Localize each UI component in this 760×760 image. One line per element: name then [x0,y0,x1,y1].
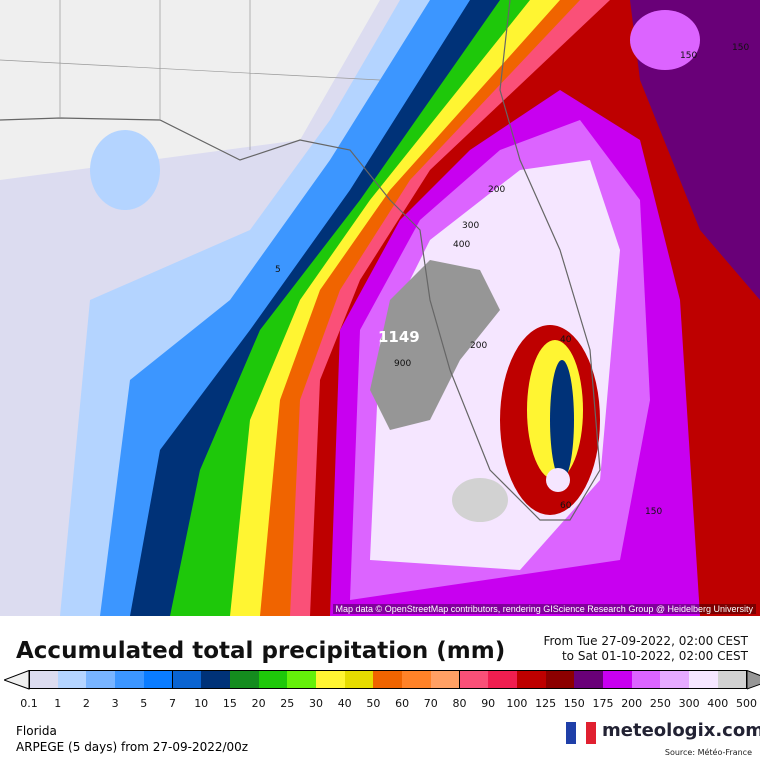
scale-tick-label: 70 [423,697,438,710]
color-scale [4,670,760,690]
color-swatch [316,670,346,689]
color-swatch [689,670,719,689]
svg-text:150: 150 [645,507,662,517]
color-swatch [488,670,518,689]
color-swatch [373,670,404,689]
color-swatch [201,670,231,689]
scale-tick-label: 50 [366,697,381,710]
color-swatch [229,670,260,689]
color-swatch [287,670,317,689]
scale-tick-label: 60 [395,697,410,710]
period: From Tue 27-09-2022, 02:00 CEST to Sat 0… [543,634,748,664]
scale-tick-label: 7 [169,697,176,710]
period-from: From Tue 27-09-2022, 02:00 CEST [543,634,748,648]
map-attribution: Map data © OpenStreetMap contributors, r… [332,604,756,614]
data-source: Source: Météo-France [664,748,752,757]
scale-tick-label: 400 [707,697,729,710]
scale-tick-label: 15 [222,697,237,710]
above-range-arrow [746,670,760,690]
svg-text:5: 5 [275,265,281,275]
scale-tick-label: 80 [452,697,467,710]
color-swatch [258,670,289,689]
period-to: to Sat 01-10-2022, 02:00 CEST [561,649,748,663]
precipitation-map[interactable]: 5 200 300 400 1149 900 200 40 60 150 150… [0,0,760,616]
scale-tick-label: 30 [309,697,323,710]
scale-tick-label: 40 [337,697,352,710]
svg-text:300: 300 [462,221,479,231]
color-swatch [57,670,88,689]
svg-text:200: 200 [488,185,505,195]
scale-tick-label: 1 [54,697,62,710]
scale-tick-label: 10 [194,697,209,710]
scale-tick-label: 175 [592,697,614,710]
meteologix-logo[interactable]: meteologix.com [602,720,760,741]
svg-text:200: 200 [470,341,487,351]
scale-tick-label: 150 [563,697,585,710]
scale-tick-label: 500 [736,697,757,710]
color-swatch [115,670,145,689]
scale-tick-label: 20 [251,697,266,710]
scale-tick-label: 200 [621,697,643,710]
coastlines-and-borders [0,0,601,521]
svg-text:150: 150 [680,51,697,61]
color-swatch [430,670,461,689]
svg-text:150: 150 [732,43,749,53]
color-swatch [574,670,604,689]
legend-title: Accumulated total precipitation (mm) [16,638,506,664]
scale-tick-label: 100 [506,697,528,710]
precipitation-fields [0,0,760,616]
scale-tick-label: 0.1 [20,697,38,710]
color-swatch [516,670,547,689]
color-swatch [86,670,117,689]
scale-tick-label: 300 [678,697,700,710]
color-swatch [172,670,203,689]
color-swatch [459,670,490,689]
contour-labels: 5 200 300 400 1149 900 200 40 60 150 150… [275,43,749,517]
model-run: ARPEGE (5 days) from 27-09-2022/00z [16,740,249,754]
svg-text:1149: 1149 [378,328,420,346]
color-swatch [29,670,59,689]
scale-tick-label: 3 [111,697,119,710]
scale-tick-label: 25 [280,697,295,710]
color-swatch [631,670,662,689]
scale-tick-label: 125 [535,697,557,710]
color-swatch [344,670,375,689]
below-range-arrow [4,670,30,690]
france-flag-icon [566,722,596,744]
region-name: Florida [16,724,57,738]
color-swatch [717,670,748,689]
color-swatch [603,670,633,689]
svg-text:900: 900 [394,359,411,369]
scale-tick-label: 5 [140,697,148,710]
color-swatch [143,670,174,689]
svg-text:60: 60 [560,501,572,511]
svg-text:400: 400 [453,240,470,250]
color-swatch [545,670,576,689]
color-swatch [402,670,432,689]
scale-tick-label: 90 [481,697,496,710]
scale-tick-label: 2 [82,697,90,710]
color-swatch [660,670,691,689]
svg-text:40: 40 [560,335,572,345]
scale-tick-label: 250 [649,697,671,710]
